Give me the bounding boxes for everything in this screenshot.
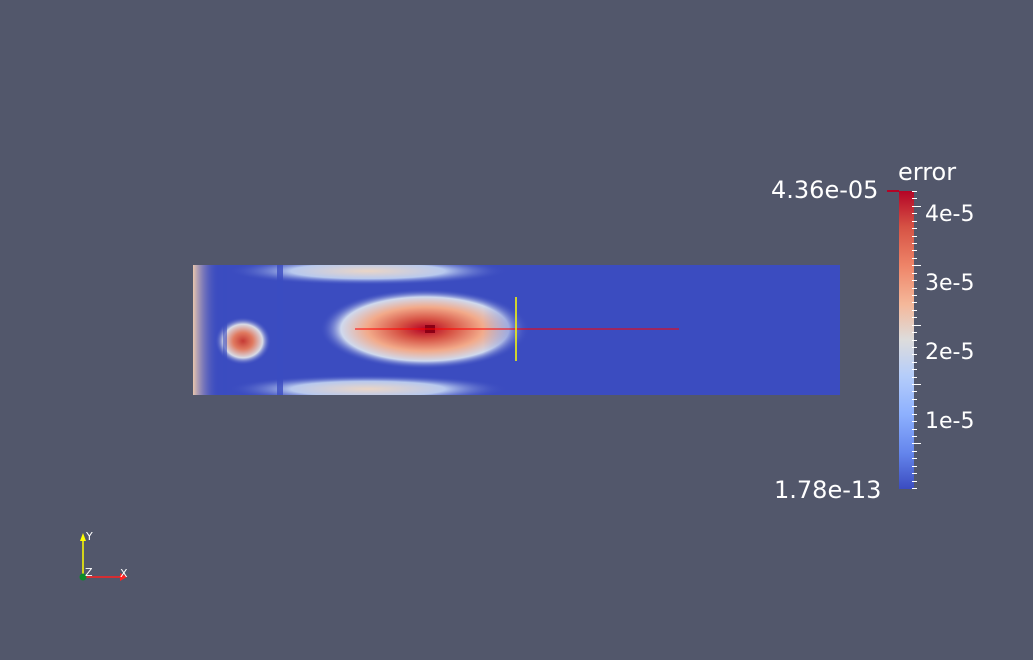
orientation-axes: Y Z X	[70, 525, 140, 585]
colorbar-tick-label: 2e-5	[925, 340, 975, 365]
colorbar-tick-label: 4e-5	[925, 202, 975, 227]
z-axis-label: Z	[85, 566, 93, 579]
colorbar-tick-label: 1e-5	[925, 409, 975, 434]
colorbar-tick-label: 3e-5	[925, 271, 975, 296]
colorbar-title: error	[898, 158, 957, 186]
colorbar-ticks	[912, 191, 921, 489]
colorbar[interactable]	[899, 191, 914, 489]
x-axis-label: X	[120, 567, 128, 580]
y-axis-label: Y	[86, 530, 93, 543]
colorbar-max-marker	[887, 190, 899, 192]
colorbar-max-label: 4.36e-05	[771, 176, 879, 204]
axes-triad-icon	[79, 533, 127, 581]
colorbar-min-label: 1.78e-13	[774, 476, 882, 504]
